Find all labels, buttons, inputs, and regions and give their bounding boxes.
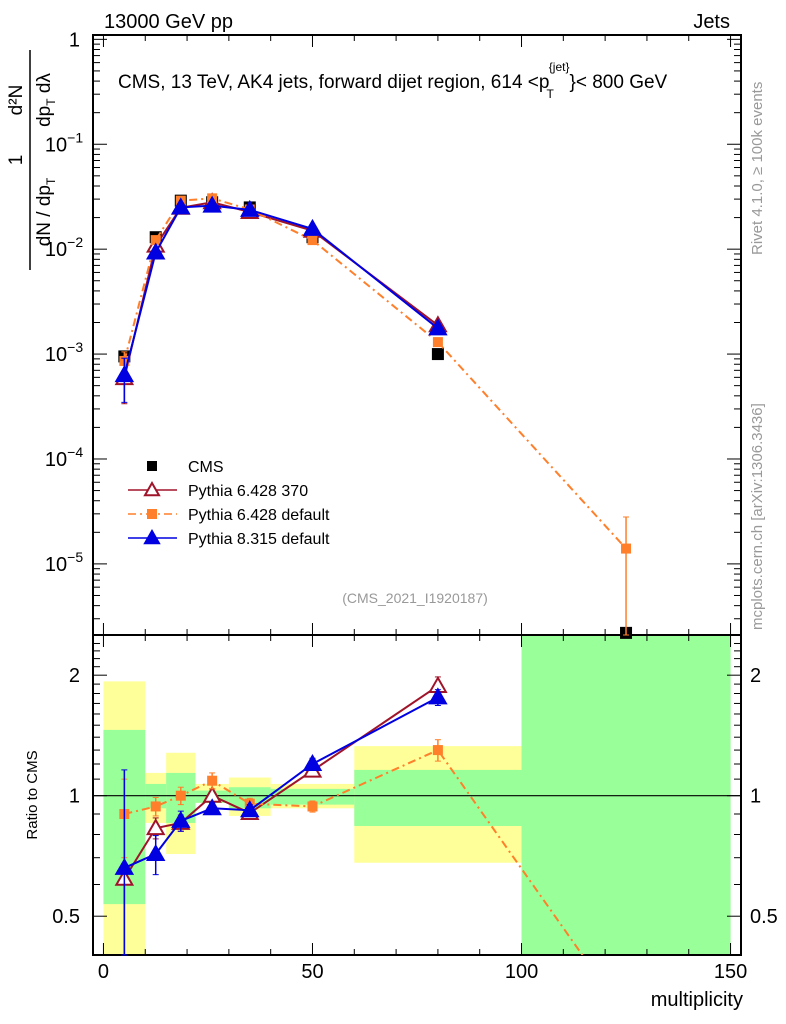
legend-marker	[147, 461, 157, 471]
x-tick-label: 100	[505, 961, 538, 983]
data-point	[432, 337, 443, 348]
main-series-2	[119, 193, 632, 636]
legend-marker	[147, 509, 157, 519]
ratio-y-tick-label: 0.5	[750, 906, 778, 928]
ratio-point	[307, 801, 318, 812]
ratio-series-2	[114, 687, 448, 956]
rivet-label: Rivet 4.1.0, ≥ 100k events	[749, 82, 766, 255]
legend-marker	[143, 528, 161, 545]
x-tick-label: 0	[98, 961, 109, 983]
ratio-point	[202, 798, 222, 816]
y-tick-label: 10−3	[45, 339, 83, 366]
series-line	[123, 204, 439, 376]
ratio-point	[150, 801, 161, 812]
data-point	[202, 195, 222, 213]
y-tick-label: 10−1	[45, 129, 83, 156]
series-line	[123, 197, 627, 550]
ratio-y-tick-label: 0.5	[52, 906, 80, 928]
svg-text:dpT dλ: dpT dλ	[34, 73, 58, 127]
data-point	[114, 365, 135, 383]
data-point	[428, 318, 448, 336]
main-y-label: 1 dN / dpT d²N dpT dλ	[6, 50, 58, 270]
ratio-point	[207, 775, 218, 786]
legend-entry: Pythia 6.428 370	[128, 480, 308, 500]
ratio-point	[114, 857, 135, 875]
x-axis-label: multiplicity	[651, 989, 743, 1011]
data-point	[145, 242, 166, 260]
y-tick-exponent: −4	[67, 444, 83, 460]
x-tick-label: 50	[301, 961, 323, 983]
y-tick-label: 1	[69, 29, 80, 51]
legend-entry: Pythia 6.428 default	[128, 507, 330, 524]
legend: CMS Pythia 6.428 370 Pythia 6.428 default P…	[128, 459, 330, 548]
y-tick-exponent: −5	[67, 549, 83, 565]
y-tick-exponent: −2	[67, 234, 83, 250]
legend-entry: CMS	[147, 459, 224, 476]
legend-label: CMS	[188, 459, 224, 476]
data-point	[171, 197, 191, 215]
legend-label: Pythia 6.428 370	[188, 483, 308, 500]
band-green	[270, 788, 355, 805]
ratio-bands	[103, 635, 731, 955]
ratio-y-tick-label: 1	[69, 786, 80, 808]
ratio-point	[240, 800, 260, 818]
y-tick-exponent: −3	[67, 339, 83, 355]
legend-label: Pythia 6.428 default	[188, 507, 330, 524]
header-left: 13000 GeV pp	[104, 11, 233, 33]
ratio-point	[171, 810, 191, 828]
header-right: Jets	[693, 11, 730, 33]
legend-entry: Pythia 8.315 default	[128, 528, 330, 548]
y-tick-label: 10−5	[45, 549, 83, 576]
ratio-point	[175, 790, 186, 801]
y-tick-exponent: −1	[67, 129, 83, 145]
ratio-point	[428, 687, 448, 705]
band-green	[521, 635, 731, 955]
data-marks	[114, 192, 633, 956]
ratio-y-tick-label: 1	[750, 786, 761, 808]
band-green	[354, 769, 522, 827]
data-point	[307, 235, 318, 246]
ratio-frame	[92, 634, 742, 956]
data-point	[240, 199, 260, 217]
main-series-0	[118, 194, 633, 639]
ratio-point	[145, 844, 166, 862]
data-point	[431, 348, 444, 361]
x-tick-label: 150	[714, 961, 747, 983]
y-tick-label: 10−4	[45, 444, 83, 471]
legend-marker	[143, 480, 161, 497]
ratio-point	[432, 745, 443, 756]
ratio-y-tick-label: 2	[69, 665, 80, 687]
svg-text:dN / dpT: dN / dpT	[34, 177, 58, 246]
svg-text:d²N: d²N	[6, 85, 27, 116]
ratio-y-tick-label: 2	[750, 665, 761, 687]
analysis-id: (CMS_2021_I1920187)	[342, 590, 488, 606]
data-point	[302, 218, 323, 236]
data-point	[150, 235, 161, 246]
svg-text:1: 1	[6, 155, 27, 166]
plot-title: CMS, 13 TeV, AK4 jets, forward dijet reg…	[118, 60, 668, 101]
ratio-point	[145, 818, 166, 836]
main-series-3	[114, 195, 448, 403]
ratio-point	[302, 753, 323, 771]
mcplots-label: mcplots.cern.ch [arXiv:1306.3436]	[749, 403, 766, 630]
data-point	[621, 543, 632, 554]
ratio-y-label: Ratio to CMS	[24, 750, 41, 839]
legend-label: Pythia 8.315 default	[188, 531, 330, 548]
